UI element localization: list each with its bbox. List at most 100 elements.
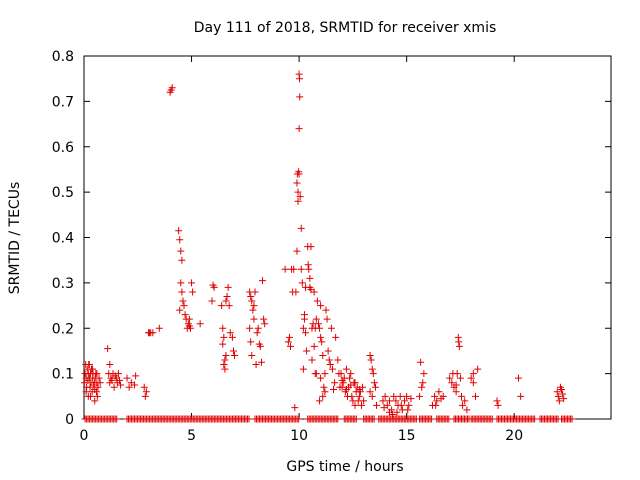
data-point (225, 302, 233, 310)
data-point (259, 277, 267, 285)
data-point (221, 356, 229, 364)
data-point (317, 302, 325, 310)
data-point (89, 365, 97, 373)
y-tick-label: 0 (65, 412, 74, 428)
data-point (261, 320, 269, 328)
data-point (515, 374, 523, 382)
data-point (177, 279, 185, 287)
data-point (185, 322, 193, 330)
data-point (554, 392, 562, 400)
data-point (221, 365, 229, 373)
data-point (295, 170, 303, 178)
data-point (210, 283, 218, 291)
data-point (348, 392, 356, 400)
data-point (182, 315, 190, 323)
data-point (397, 401, 405, 409)
data-point (297, 224, 305, 232)
data-point (93, 370, 101, 378)
data-point (439, 392, 447, 400)
data-point (226, 329, 234, 337)
data-point (452, 381, 460, 389)
data-point (337, 370, 345, 378)
data-point (286, 342, 294, 350)
data-point (294, 197, 302, 205)
data-point (299, 324, 307, 332)
x-axis-label: GPS time / hours (286, 459, 403, 475)
data-point (446, 374, 454, 382)
data-point (334, 356, 342, 364)
data-point (351, 401, 359, 409)
data-point (257, 358, 265, 366)
data-point (300, 315, 308, 323)
data-point (416, 392, 424, 400)
data-point (312, 315, 320, 323)
data-point (303, 347, 311, 355)
data-point (220, 361, 228, 369)
data-point (91, 397, 99, 405)
data-point (355, 392, 363, 400)
data-point (431, 392, 439, 400)
data-point (351, 379, 359, 387)
data-point (366, 388, 374, 396)
data-point (330, 386, 338, 394)
data-point (260, 315, 268, 323)
data-point (131, 381, 139, 389)
data-point (106, 379, 114, 387)
data-point (252, 361, 260, 369)
data-point (347, 370, 355, 378)
data-point (114, 370, 122, 378)
data-point (106, 361, 114, 369)
data-point (316, 397, 324, 405)
data-point (281, 265, 289, 273)
plot-border (83, 55, 612, 420)
data-point (325, 356, 333, 364)
data-point (219, 324, 227, 332)
data-point (177, 247, 185, 255)
data-point (223, 292, 231, 300)
data-point (296, 75, 304, 83)
data-point (93, 392, 101, 400)
data-point (290, 265, 298, 273)
data-point (188, 279, 196, 287)
data-point (319, 351, 327, 359)
data-point (178, 256, 186, 264)
data-point (417, 358, 425, 366)
data-point (168, 84, 176, 92)
data-point (310, 288, 318, 296)
data-point (196, 320, 204, 328)
data-point (369, 370, 377, 378)
y-axis-label: SRMTID / TECUs (7, 182, 23, 295)
data-point (419, 379, 427, 387)
data-point (321, 370, 329, 378)
data-point (179, 297, 187, 305)
data-point (467, 374, 475, 382)
data-point (401, 397, 409, 405)
data-point (494, 401, 502, 409)
data-point (292, 288, 300, 296)
data-point (304, 261, 312, 269)
data-point (493, 397, 501, 405)
data-point (347, 381, 355, 389)
data-point (323, 315, 331, 323)
data-point (302, 329, 310, 337)
data-point (435, 388, 443, 396)
data-point (334, 415, 342, 423)
data-point (295, 415, 303, 423)
data-point (229, 347, 237, 355)
y-tick-label: 0.4 (52, 231, 74, 247)
data-point (247, 292, 255, 300)
data-point (316, 324, 324, 332)
data-point (379, 397, 387, 405)
data-point (110, 383, 118, 391)
x-tick-label: 0 (80, 428, 89, 444)
data-point (220, 333, 228, 341)
data-point (250, 315, 258, 323)
data-point (568, 415, 576, 423)
data-point (418, 383, 426, 391)
data-point (555, 397, 563, 405)
data-point (246, 324, 254, 332)
data-point (308, 356, 316, 364)
data-point (125, 383, 133, 391)
data-point (469, 379, 477, 387)
data-point (208, 297, 216, 305)
